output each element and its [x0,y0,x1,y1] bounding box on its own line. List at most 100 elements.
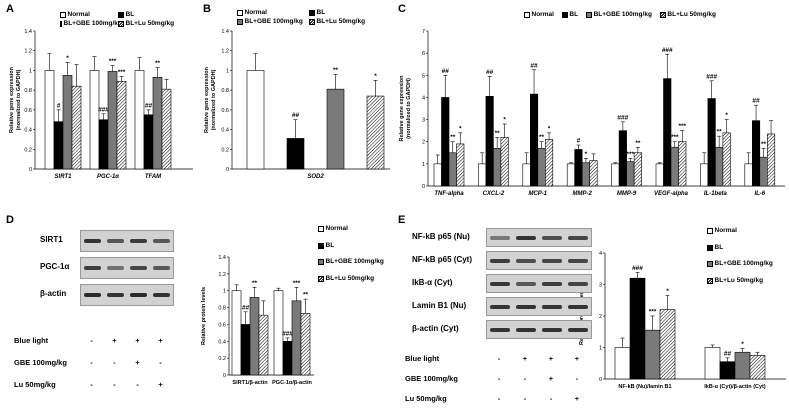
legend-swatch-bl [707,244,713,251]
blot-row-label: β-actin [40,289,67,298]
significance-mark: ## [242,304,250,311]
significance-mark: ### [706,73,717,80]
significance-mark: *** [649,309,657,316]
bar-normal [614,347,631,380]
bar-bl-lu-50mg-kg [258,314,269,376]
bar-bl-gbe-100mg-kg [493,148,502,187]
y-axis-label: (normalized to GAPDH) [16,69,22,130]
y-tick-label: 0 [422,184,425,190]
y-tick-label: 0 [29,167,32,173]
panel-letter-c: C [398,3,406,15]
panel-letter-e: E [398,214,406,226]
y-tick-label: 6 [422,51,425,57]
y-axis-label: Relative gene expression [399,75,405,142]
blot-band [152,266,171,270]
legend-swatch-lu [309,18,315,25]
significance-mark: ### [632,265,643,272]
bar-normal [744,163,753,187]
blot-band [542,327,562,332]
blot-row-label: Lamin B1 (Nu) [412,300,467,310]
y-tick-label: 0.8 [221,88,229,94]
y-tick-label: 0.2 [218,356,226,362]
blot-row-label: NF-kB p65 (Cyt) [412,254,473,264]
y-tick-label: 0.6 [221,108,229,114]
blot-row-label: PGC-1α [40,262,70,271]
blot-strip [80,257,174,279]
treatment-label: Blue light [405,354,440,363]
blot-band [490,235,510,240]
bar-bl-lu-50mg-kg [544,139,554,187]
legend-label-gbe: BL+GBE 100mg/kg [325,258,384,265]
blot-strip [80,284,174,306]
legend-swatch-gbe [60,20,62,27]
legend-swatch-normal [318,226,324,233]
significance-mark: * [585,151,588,158]
bar-bl-lu-50mg-kg [161,88,172,170]
bar-bl-lu-50mg-kg [659,309,676,380]
category-label: PGC-1α [97,174,119,180]
legend-swatch-gbe [707,261,713,268]
bar-bl-lu-50mg-kg [71,85,82,170]
bar-normal [522,163,531,187]
bar-bl-gbe-100mg-kg [107,71,118,170]
legend-swatch-gbe [318,259,324,266]
bar-bl-lu-50mg-kg [633,152,642,187]
y-tick-label: 0 [223,373,226,379]
legend-swatch-lu [118,20,124,27]
blot-row-label: IkB-α (Cyt) [412,277,453,287]
treatment-mark: - [90,380,93,389]
y-tick-label: 0.2 [221,147,229,153]
bar-bl-lu-50mg-kg [589,160,598,187]
significance-mark: ### [98,106,109,113]
y-tick-label: 3 [599,283,602,289]
bar-bl-lu-50mg-kg [500,136,509,187]
treatment-mark: + [112,336,117,345]
blot-band [568,235,588,240]
bar-bl [53,121,64,170]
treatment-mark: - [497,394,501,403]
significance-mark: ## [752,98,760,105]
y-tick-label: 1.2 [221,49,229,55]
significance-mark: ## [486,69,494,76]
bar-bl [707,98,716,187]
bar-bl [98,119,109,170]
significance-mark: ### [662,47,673,54]
bar-normal [655,163,664,187]
panel-letter-d: D [6,214,14,226]
category-label: SIRT1 [55,174,73,180]
y-tick-label: 2 [599,314,602,320]
bar-normal [89,70,100,170]
y-axis-label: Relative protein levels [579,287,585,345]
significance-mark: *** [109,58,117,65]
bar-bl [485,96,494,187]
legend-label-gbe: BL+GBE 100mg/kg [63,19,122,27]
y-tick-label: 0.6 [218,322,226,328]
treatment-mark: - [113,358,116,367]
treatment-mark: - [497,374,501,383]
treatment-mark: + [158,380,163,389]
treatment-mark: - [90,336,93,345]
blot-band [516,258,536,263]
significance-mark: ## [442,68,450,75]
y-tick-label: 4 [422,95,425,101]
treatment-label: Lu 50mg/kg [14,380,56,389]
y-tick-label: 1 [29,68,32,74]
legend-label-bl: BL [714,243,724,251]
significance-mark: ** [539,134,545,141]
y-tick-label: 0 [599,377,602,383]
legend-label-normal: Normal [714,227,737,234]
y-tick-label: 4 [599,251,602,257]
significance-mark: *** [678,123,686,130]
bar-bl-gbe-100mg-kg [626,161,635,187]
bar-bl-gbe-100mg-kg [644,329,661,380]
legend-label-lu: BL+Lu 50mg/kg [125,19,175,27]
bar-bl-gbe-100mg-kg [715,146,724,187]
bar-bl-gbe-100mg-kg [581,162,591,187]
significance-mark: ### [617,114,628,121]
blot-band [542,258,562,263]
bar-bl [574,149,583,187]
bar-bl [282,340,293,376]
blot-band [83,266,102,270]
significance-mark: ** [761,141,767,148]
category-label: CXCL-2 [483,191,505,197]
